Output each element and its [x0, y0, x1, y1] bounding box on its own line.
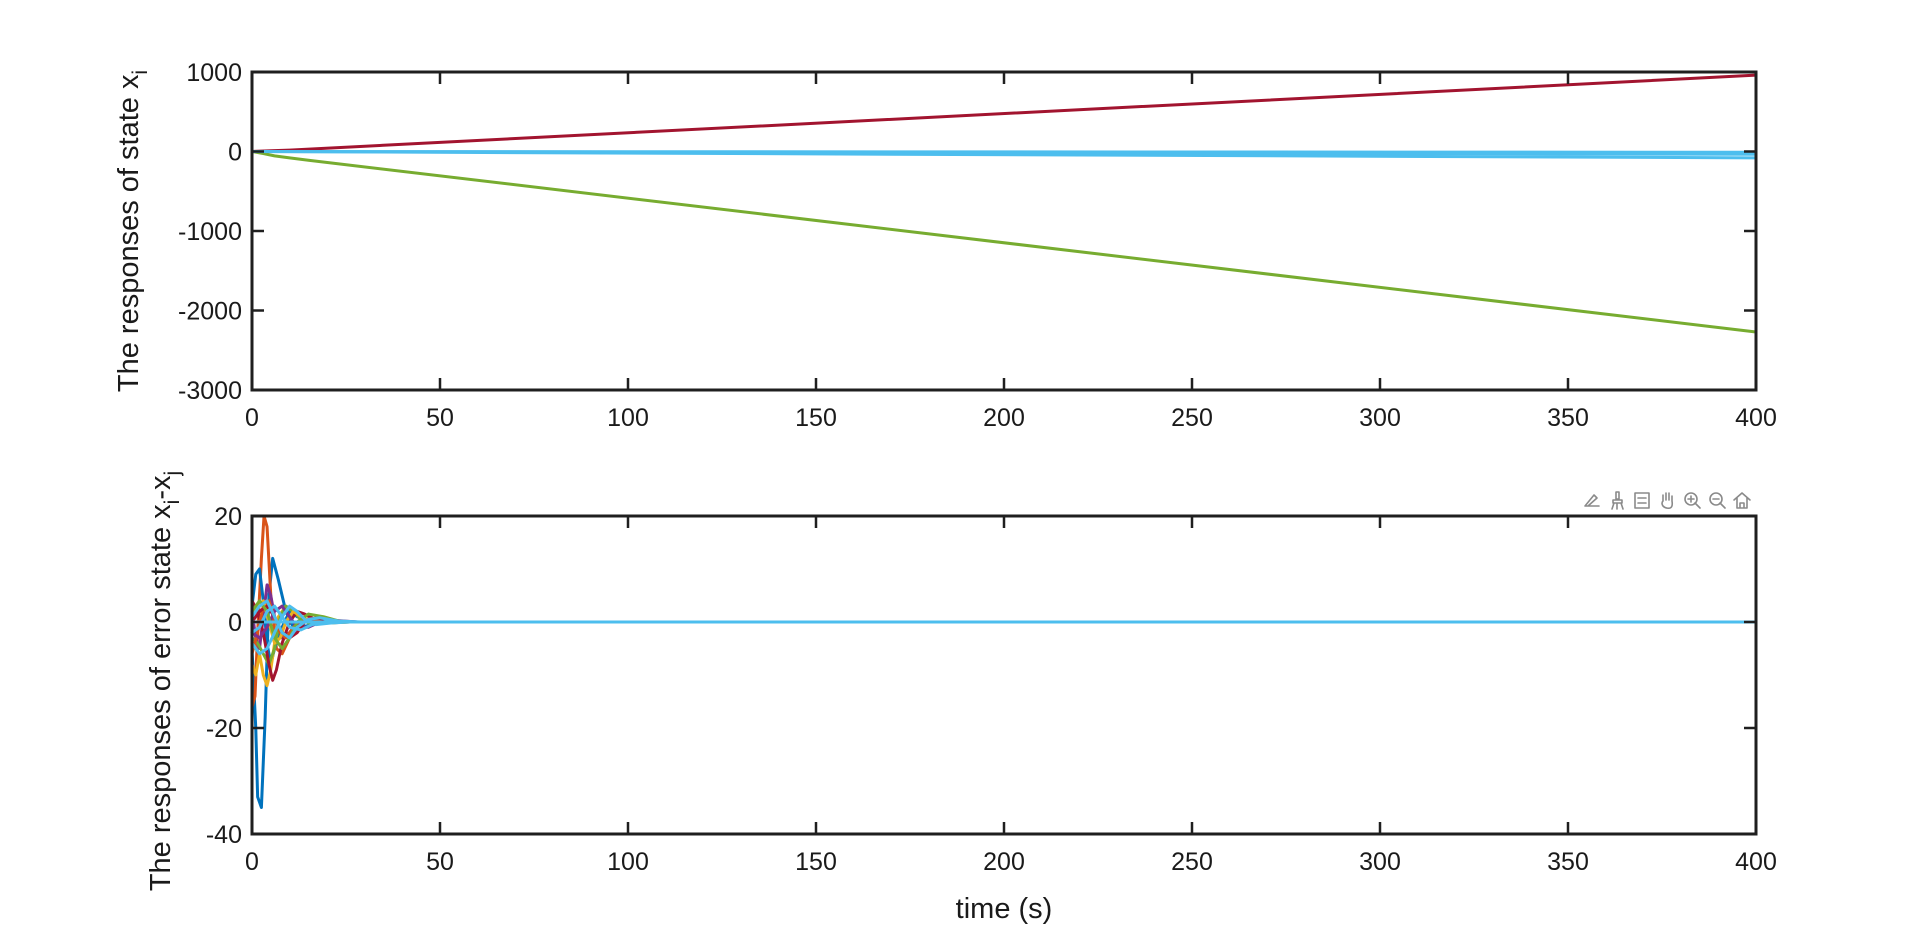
top-xtick-label: 250 [1171, 404, 1213, 432]
top-axes-ticks: 0 50 100 150 200 250 300 350 400 -3000 -2000 -1000 0… [178, 59, 1777, 432]
bottom-xtick-label: 100 [607, 848, 649, 876]
bottom-ytick-label: 20 [214, 503, 242, 531]
bottom-xtick-label: 150 [795, 848, 837, 876]
top-xtick-label: 50 [426, 404, 454, 432]
top-axes-series [250, 73, 1758, 334]
axes-toolbar [1584, 491, 1751, 510]
bottom-xtick-label: 300 [1359, 848, 1401, 876]
top-xtick-label: 0 [245, 404, 259, 432]
pan-icon[interactable] [1661, 492, 1674, 510]
bottom-xtick-label: 0 [245, 848, 259, 876]
bottom-xtick-label: 350 [1547, 848, 1589, 876]
zoom-out-icon[interactable] [1709, 492, 1726, 509]
top-xtick-label: 100 [607, 404, 649, 432]
bottom-axes-series [250, 514, 1758, 809]
top-xtick-label: 400 [1735, 404, 1777, 432]
top-xtick-label: 200 [983, 404, 1025, 432]
bottom-xtick-label: 200 [983, 848, 1025, 876]
top-xtick-label: 150 [795, 404, 837, 432]
top-axes: 0 50 100 150 200 250 300 350 400 -3000 -2000 -1000 0… [113, 59, 1777, 432]
bottom-axes: 0 50 100 150 200 250 300 350 400 -40 -20 0 20 The re… [145, 471, 1777, 925]
top-ytick-label: 1000 [186, 59, 242, 87]
top-xtick-label: 300 [1359, 404, 1401, 432]
home-icon[interactable] [1733, 492, 1751, 509]
top-xtick-label: 350 [1547, 404, 1589, 432]
top-ytick-label: -3000 [178, 377, 242, 405]
bottom-xtick-label: 400 [1735, 848, 1777, 876]
bottom-ytick-label: -40 [206, 821, 242, 849]
data-tips-icon[interactable] [1584, 494, 1600, 507]
top-ytick-label: 0 [228, 139, 242, 167]
bottom-axes-ticks: 0 50 100 150 200 250 300 350 400 -40 -20 0 20 [206, 503, 1777, 876]
bottom-axes-ylabel: The responses of error state xi-xj [145, 471, 184, 891]
brush-icon[interactable] [1611, 491, 1624, 510]
top-series-line-4 [250, 150, 1758, 160]
bottom-xtick-label: 50 [426, 848, 454, 876]
bottom-xtick-label: 250 [1171, 848, 1213, 876]
top-axes-ylabel: The responses of state xi [113, 70, 152, 392]
legend-icon[interactable] [1634, 492, 1650, 509]
bottom-axes-xlabel: time (s) [956, 893, 1053, 925]
top-ytick-label: -2000 [178, 298, 242, 326]
top-series-line-1 [250, 150, 1758, 334]
zoom-in-icon[interactable] [1684, 492, 1701, 509]
top-ytick-label: -1000 [178, 218, 242, 246]
bottom-ytick-label: 0 [228, 609, 242, 637]
bottom-ytick-label: -20 [206, 715, 242, 743]
